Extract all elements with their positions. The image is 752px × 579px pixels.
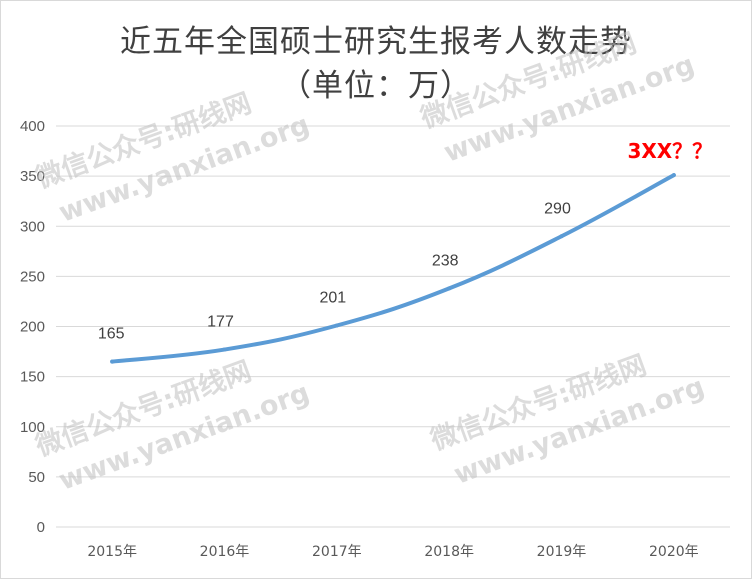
data-label: 177 — [207, 314, 234, 331]
y-tick-label: 350 — [20, 168, 45, 185]
chart-subtitle: （单位：万） — [280, 68, 472, 104]
data-label-annotation: 3XX？？ — [627, 139, 712, 163]
data-point — [447, 286, 452, 291]
y-tick-label: 100 — [20, 419, 45, 436]
x-tick-label: 2020年 — [649, 544, 699, 560]
chart-title: 近五年全国硕士研究生报考人数走势 — [120, 24, 632, 60]
data-label: 290 — [544, 200, 571, 217]
data-point — [334, 323, 339, 328]
data-label: 201 — [319, 289, 346, 306]
x-tick-label: 2015年 — [87, 544, 137, 560]
data-point — [222, 347, 227, 352]
x-tick-label: 2016年 — [200, 544, 250, 560]
x-tick-label: 2018年 — [424, 544, 474, 560]
data-label: 165 — [98, 326, 125, 343]
data-point — [110, 359, 115, 364]
x-tick-label: 2019年 — [537, 544, 587, 560]
x-tick-label: 2017年 — [312, 544, 362, 560]
y-tick-label: 400 — [20, 118, 45, 135]
y-tick-label: 250 — [20, 268, 45, 285]
series-line — [110, 173, 676, 364]
y-tick-label: 50 — [28, 469, 45, 486]
data-point — [559, 234, 564, 239]
data-point — [671, 173, 676, 178]
y-tick-label: 150 — [20, 369, 45, 386]
data-label: 238 — [432, 252, 459, 269]
y-tick-label: 300 — [20, 218, 45, 235]
y-tick-label: 200 — [20, 319, 45, 336]
y-tick-label: 0 — [37, 519, 45, 536]
